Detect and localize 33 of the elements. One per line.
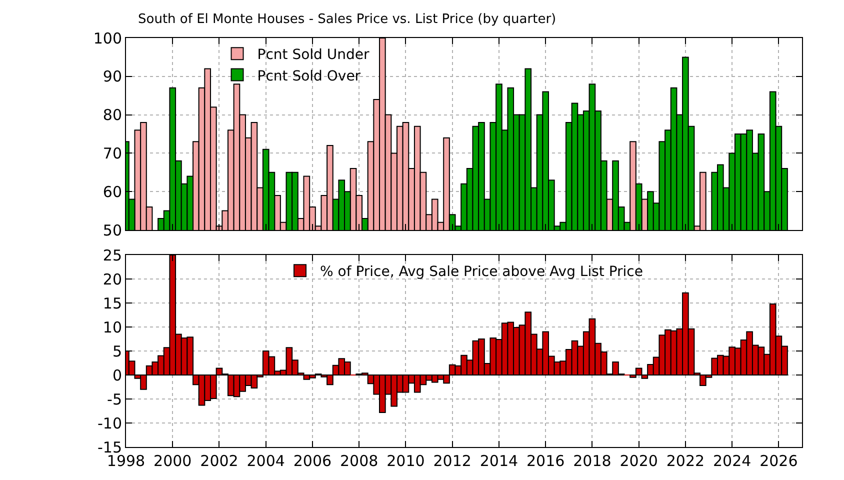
y-tick-label: 50 [102, 221, 122, 240]
x-tick-label: 2012 [433, 452, 472, 470]
legend-label: Pcnt Sold Over [257, 68, 361, 84]
y-tick-label: 60 [102, 182, 122, 201]
y-tick-label: -10 [98, 414, 122, 432]
y-tick-label: 70 [102, 144, 122, 162]
y-tick-label: 80 [102, 106, 122, 124]
x-tick-label: 2004 [246, 452, 285, 470]
y-tick-label: 20 [102, 270, 122, 288]
x-tick-label: 2002 [200, 452, 238, 470]
x-tick-label: 2016 [526, 452, 565, 470]
y-tick-label: 15 [102, 294, 122, 312]
y-tick-label: 25 [102, 246, 122, 264]
x-tick-label: 2024 [712, 452, 752, 470]
y-tick-label: 5 [112, 342, 122, 360]
x-tick-label: 2026 [760, 452, 798, 470]
x-tick-label: 2006 [293, 452, 332, 470]
y-tick-label: -5 [107, 390, 122, 408]
x-tick-label: 2018 [573, 452, 612, 470]
x-tick-label: 2010 [386, 452, 425, 470]
x-tick-label: 1998 [106, 452, 146, 470]
x-tick-label: 2022 [666, 452, 705, 470]
x-tick-label: 2014 [480, 452, 518, 470]
x-tick-label: 2000 [154, 452, 192, 470]
y-tick-label: 10 [102, 318, 122, 336]
legend-label: Pcnt Sold Under [257, 47, 370, 64]
x-tick-label: 2008 [340, 452, 378, 470]
x-tick-label: 2020 [620, 452, 658, 470]
y-tick-label: 90 [102, 68, 122, 86]
y-tick-label: 0 [112, 366, 122, 384]
legend-label: % of Price, Avg Sale Price above Avg List Price [320, 264, 643, 280]
y-tick-label: 100 [93, 29, 122, 48]
chart-title: South of El Monte Houses - Sales Price vs. List Price (by quarter) [138, 12, 556, 27]
